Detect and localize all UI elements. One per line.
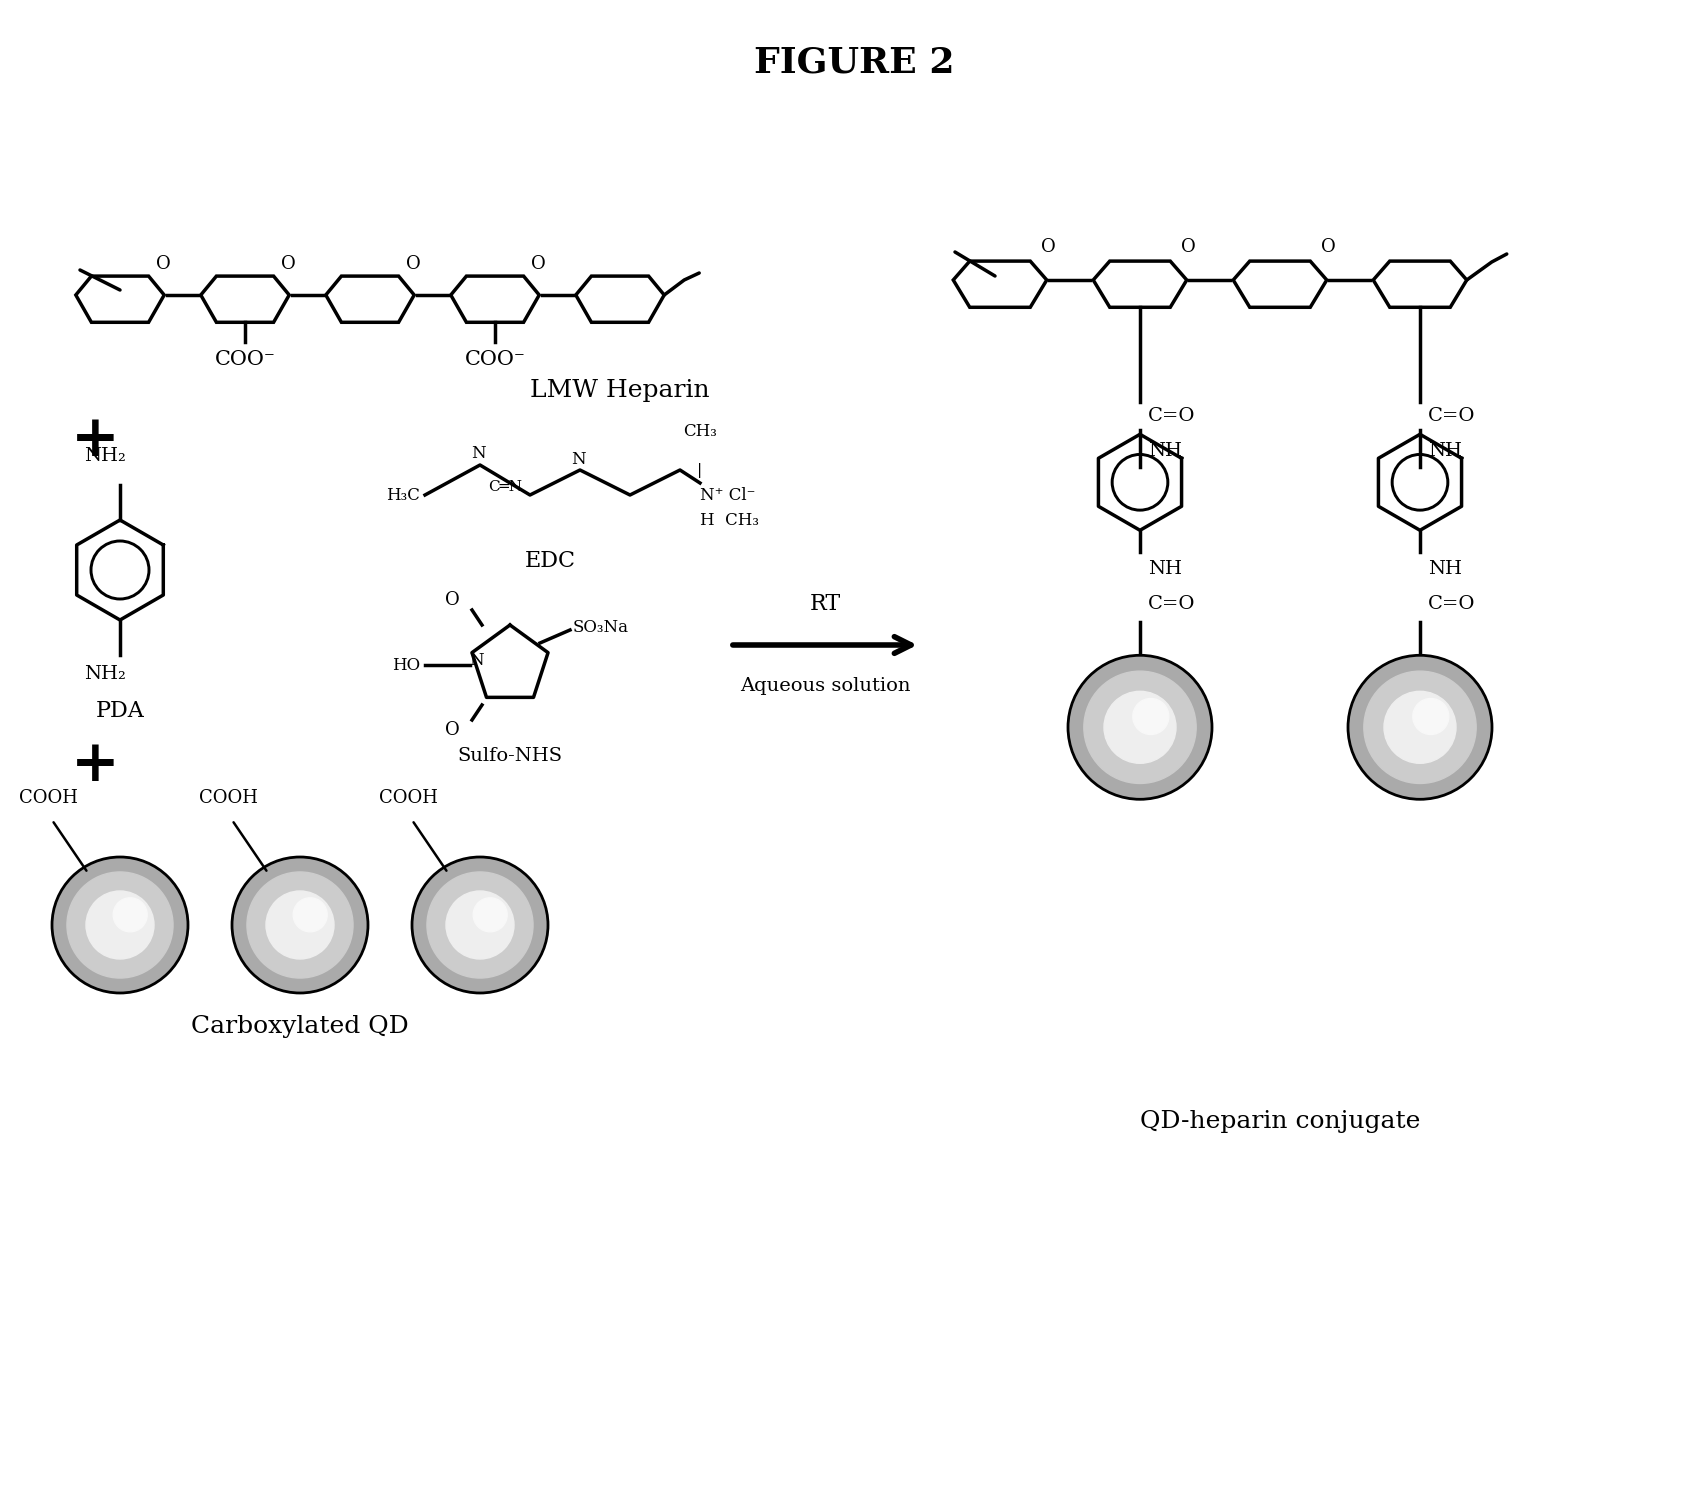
Circle shape: [67, 871, 172, 978]
Text: O: O: [155, 256, 171, 272]
Text: COOH: COOH: [19, 789, 77, 807]
Text: O: O: [531, 256, 546, 272]
Text: FIGURE 2: FIGURE 2: [753, 45, 954, 78]
Circle shape: [1067, 655, 1212, 799]
Text: RT: RT: [809, 593, 840, 616]
Circle shape: [411, 856, 548, 993]
Circle shape: [248, 871, 353, 978]
Text: NH₂: NH₂: [84, 665, 126, 683]
Circle shape: [427, 871, 533, 978]
Text: H₃C: H₃C: [386, 486, 420, 504]
Circle shape: [1383, 691, 1454, 763]
Text: LMW Heparin: LMW Heparin: [529, 378, 708, 402]
Text: NH: NH: [1427, 442, 1461, 461]
Text: O: O: [406, 256, 420, 272]
Text: COO⁻: COO⁻: [215, 351, 275, 369]
Circle shape: [113, 898, 147, 932]
Circle shape: [51, 856, 188, 993]
Circle shape: [1132, 698, 1168, 734]
Text: N: N: [471, 444, 485, 462]
Text: O: O: [1320, 238, 1335, 256]
Text: HO: HO: [391, 656, 420, 674]
Text: N: N: [469, 652, 483, 668]
Text: NH₂: NH₂: [84, 447, 126, 465]
Text: NH: NH: [1147, 560, 1181, 578]
Text: PDA: PDA: [96, 700, 145, 722]
Circle shape: [1084, 671, 1195, 784]
Text: O: O: [444, 591, 459, 610]
Text: +: +: [70, 737, 119, 793]
Text: O: O: [1180, 238, 1195, 256]
Text: C=O: C=O: [1427, 596, 1475, 614]
Circle shape: [85, 891, 154, 959]
Circle shape: [232, 856, 367, 993]
Circle shape: [1412, 698, 1448, 734]
Text: QD-heparin conjugate: QD-heparin conjugate: [1139, 1111, 1419, 1133]
Text: O: O: [1040, 238, 1055, 256]
Text: C═N: C═N: [488, 480, 522, 494]
Text: COO⁻: COO⁻: [464, 351, 526, 369]
Text: C=O: C=O: [1427, 408, 1475, 426]
Circle shape: [294, 898, 328, 932]
Text: NH: NH: [1147, 442, 1181, 461]
Text: C=O: C=O: [1147, 408, 1195, 426]
Circle shape: [1103, 691, 1176, 763]
Text: CH₃: CH₃: [683, 423, 717, 439]
Text: COOH: COOH: [198, 789, 258, 807]
Text: N⁺ Cl⁻: N⁺ Cl⁻: [700, 486, 754, 504]
Circle shape: [1364, 671, 1475, 784]
Text: O: O: [282, 256, 295, 272]
Text: Aqueous solution: Aqueous solution: [739, 677, 910, 695]
Text: EDC: EDC: [524, 549, 575, 572]
Text: C=O: C=O: [1147, 596, 1195, 614]
Text: NH: NH: [1427, 560, 1461, 578]
Text: O: O: [444, 721, 459, 739]
Text: SO₃Na: SO₃Na: [572, 619, 628, 635]
Text: COOH: COOH: [379, 789, 437, 807]
Text: H  CH₃: H CH₃: [700, 512, 758, 528]
Text: Carboxylated QD: Carboxylated QD: [191, 1014, 408, 1038]
Text: Sulfo-NHS: Sulfo-NHS: [457, 746, 562, 765]
Circle shape: [266, 891, 335, 959]
Circle shape: [1347, 655, 1492, 799]
Text: |: |: [696, 462, 702, 477]
Text: +: +: [70, 412, 119, 468]
Text: N: N: [570, 450, 586, 468]
Circle shape: [446, 891, 514, 959]
Circle shape: [473, 898, 507, 932]
